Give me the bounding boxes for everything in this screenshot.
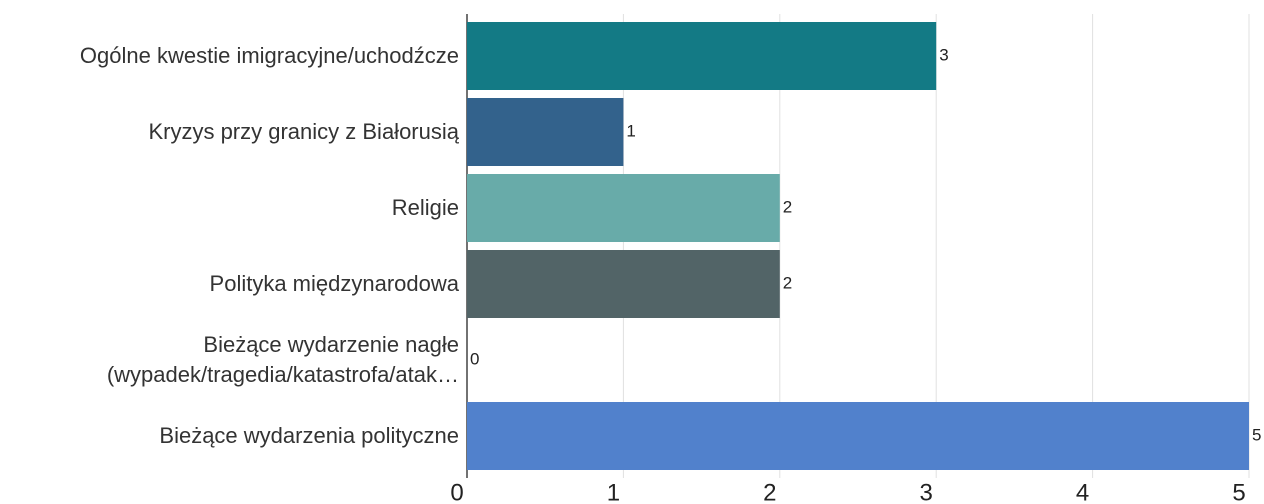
y-tick-label: Bieżące wydarzenie nagłe (wypadek/traged…	[106, 332, 459, 387]
value-label: 0	[470, 349, 479, 368]
y-tick-label: Polityka międzynarodowa	[209, 271, 459, 296]
x-tick-label: 0	[450, 479, 463, 504]
bar	[467, 174, 780, 242]
x-tick-label: 2	[763, 479, 776, 504]
value-label: 3	[939, 45, 948, 64]
x-tick-label: 1	[607, 479, 620, 504]
bar	[467, 250, 780, 318]
value-label: 2	[783, 273, 792, 292]
y-tick-label: Kryzys przy granicy z Białorusią	[148, 119, 459, 144]
value-label: 1	[626, 121, 635, 140]
y-tick-label: Bieżące wydarzenia polityczne	[159, 423, 459, 448]
bar	[467, 22, 937, 90]
x-tick-label: 3	[920, 479, 933, 504]
x-tick-label: 5	[1232, 479, 1245, 504]
y-tick-label: Religie	[391, 195, 459, 220]
value-label: 2	[783, 197, 792, 216]
x-tick-label: 4	[1076, 479, 1089, 504]
bar	[467, 402, 1249, 470]
bar	[467, 98, 624, 166]
y-tick-label: Ogólne kwestie imigracyjne/uchodźcze	[79, 43, 459, 68]
value-label: 5	[1252, 425, 1261, 444]
